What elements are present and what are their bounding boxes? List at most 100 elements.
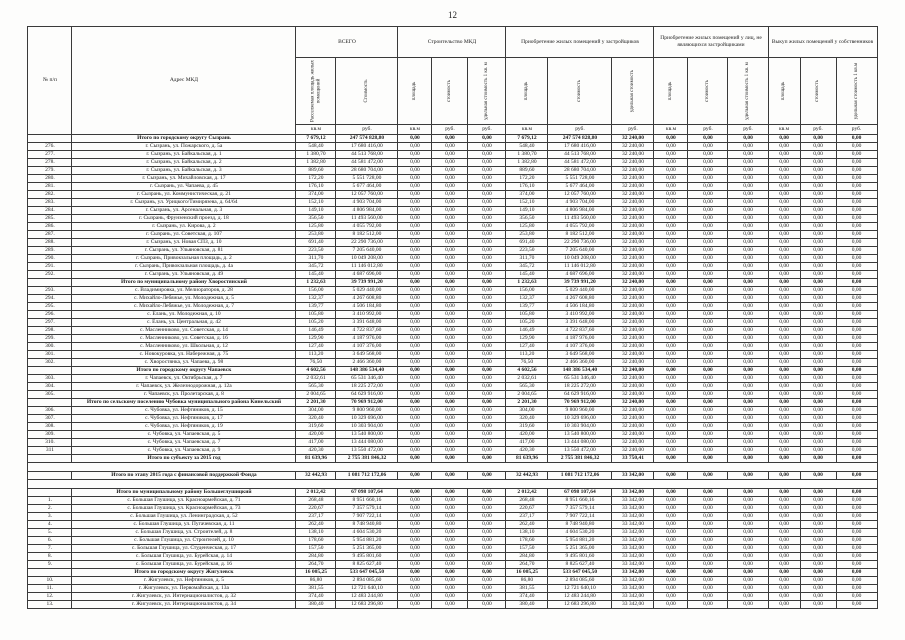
value-cell: 0,00 [799,358,837,367]
value-cell: 0,00 [431,174,469,183]
value-cell: 0,00 [727,310,769,319]
value-cell: 149,10 [505,206,549,215]
table-row: 298. с. Масленниково, ул. Советская, д. 1… [27,326,878,335]
address-cell: с. Чубовка, ул. Нефтяников, д. 15 [71,406,297,415]
value-cell: 13 540 800,00 [335,430,399,439]
value-cell: 70 969 912,00 [547,398,613,407]
value-cell: 2 466 360,00 [547,358,613,367]
value-cell: 0,00 [835,446,878,455]
value-cell: 0,00 [687,446,729,455]
address-cell: с. Чубовка, ул. Чапаевская, д. 7 [71,438,297,447]
value-cell: 0,00 [467,406,507,415]
row-number: 288. [27,238,73,247]
value-cell: 0,00 [767,222,801,231]
unit-cell: кв.м [505,124,549,135]
value-cell: 0,00 [687,568,729,577]
value-cell: 0,00 [431,254,469,263]
value-cell: 10 303 904,00 [547,422,613,431]
value-cell: 0,00 [767,270,801,279]
value-cell: 32 240,00 [611,134,655,143]
value-cell: 0,00 [653,422,689,431]
value-cell: 0,00 [687,438,729,447]
total-row: Итого по городскому округу Чапаевск 4 602… [27,366,878,375]
value-cell: 33 750,41 [611,454,655,463]
col-header-dev-unit-cost: удельная стоимость [611,57,655,125]
table-row: 288. г. Сызрань, ул. Новая СПЗ, д. 10 691,… [27,238,878,247]
value-cell: 132,37 [295,294,337,303]
value-cell: 132,37 [505,294,549,303]
value-cell: 0,00 [687,544,729,553]
value-cell: 127,40 [295,342,337,351]
value-cell: 4 055 792,00 [547,222,613,231]
value-cell: 0,00 [431,504,469,513]
value-cell: 0,00 [431,454,469,463]
value-cell: 0,00 [431,536,469,545]
value-cell: 0,00 [431,600,469,609]
value-cell: 0,00 [767,350,801,359]
value-cell: 0,00 [653,174,689,183]
table-row: 11. г. Жигулевск, ул. Первомайская, д. 13… [27,584,878,593]
value-cell: 0,00 [467,471,507,480]
address-cell: Итого по сельскому поселению Чубовка мун… [71,398,297,407]
value-cell: 889,60 [295,166,337,175]
value-cell: 0,00 [835,262,878,271]
value-cell: 32 240,00 [611,302,655,311]
value-cell: 262,40 [295,520,337,529]
row-number: 294. [27,294,73,303]
value-cell: 157,50 [295,544,337,553]
value-cell: 0,00 [431,406,469,415]
value-cell: 5 677 464,00 [335,182,399,191]
value-cell: 0,00 [687,214,729,223]
value-cell: 0,00 [767,390,801,399]
table-row: 5. с. Большая Глушица, ул. Строителей, д.… [27,528,878,537]
value-cell: 4 506 184,80 [335,302,399,311]
value-cell: 0,00 [767,600,801,609]
value-cell: 0,00 [687,342,729,351]
address-cell: с. Большая Глушица, ул. Ленинградская, д… [71,512,297,521]
row-number: 308. [27,422,73,431]
address-cell: г. Сызрань, ул. Арсенальная, д. 3 [71,206,297,215]
value-cell: 0,00 [687,286,729,295]
value-cell: 417,00 [295,438,337,447]
value-cell: 0,00 [467,310,507,319]
row-number: 302. [27,358,73,367]
value-cell: 0,00 [431,302,469,311]
value-cell: 0,00 [799,174,837,183]
value-cell: 33 342,00 [611,536,655,545]
value-cell: 0,00 [767,446,801,455]
value-cell: 0,00 [687,206,729,215]
value-cell: 0,00 [835,536,878,545]
row-number: 13. [27,600,73,609]
address-cell: Итого по муниципальному району Хворостян… [71,278,297,287]
table-row: 4. с. Большая Глушица, ул. Пугачевская, д… [27,520,878,529]
value-cell: 0,00 [431,310,469,319]
value-cell: 0,00 [727,446,769,455]
value-cell: 0,00 [799,600,837,609]
row-number: 12. [27,592,73,601]
unit-cell: руб. [467,124,507,135]
value-cell: 0,00 [397,238,433,247]
value-cell: 0,00 [799,544,837,553]
value-cell: 0,00 [799,398,837,407]
value-cell: 129,90 [505,334,549,343]
value-cell: 0,00 [727,334,769,343]
table-row: 290. г. Сызрань, Привокзальная площадь, д… [27,254,878,263]
value-cell: 0,00 [431,342,469,351]
value-cell: 0,00 [687,592,729,601]
row-number: 280. [27,174,73,183]
value-cell: 28 680 704,00 [547,166,613,175]
value-cell: 0,00 [467,214,507,223]
value-cell: 247 574 828,80 [335,134,399,143]
row-number: 289. [27,246,73,255]
value-cell: 0,00 [835,278,878,287]
value-cell: 16 005,25 [505,568,549,577]
value-cell: 0,00 [397,342,433,351]
value-cell: 0,00 [835,398,878,407]
address-cell: г. Сызрань, ул. Пожарского, д. 5а [71,142,297,151]
value-cell: 0,00 [835,342,878,351]
value-cell: 4 506 184,80 [547,302,613,311]
value-cell: 0,00 [431,230,469,239]
value-cell: 8 825 627,40 [547,560,613,569]
value-cell: 32 240,00 [611,182,655,191]
section-spacer-row [27,479,878,489]
